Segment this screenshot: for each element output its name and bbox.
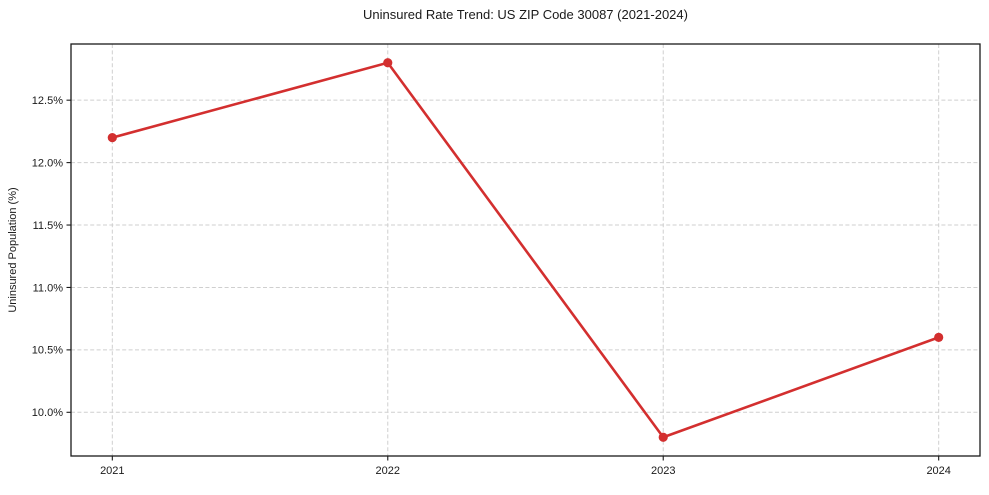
x-tick-label: 2023 [651, 465, 675, 477]
trend-line [111, 61, 940, 439]
x-tick-label: 2022 [376, 465, 400, 477]
data-point-marker [383, 58, 393, 68]
chart-title: Uninsured Rate Trend: US ZIP Code 30087 … [363, 7, 688, 22]
data-point-marker [934, 332, 944, 342]
x-tick-label: 2021 [100, 465, 124, 477]
y-tick-label: 12.5% [32, 95, 63, 107]
y-tick-label: 11.0% [33, 282, 64, 294]
y-tick-label: 11.5% [33, 220, 64, 232]
data-point-marker [107, 133, 117, 143]
y-tick-label: 12.0% [32, 157, 63, 169]
plot-border [70, 43, 981, 457]
y-axis-label: Uninsured Population (%) [7, 187, 19, 313]
data-point-marker [658, 432, 668, 442]
y-tick-label: 10.5% [32, 345, 63, 357]
x-tick-label: 2024 [926, 465, 950, 477]
y-tick-label: 10.0% [32, 407, 63, 419]
